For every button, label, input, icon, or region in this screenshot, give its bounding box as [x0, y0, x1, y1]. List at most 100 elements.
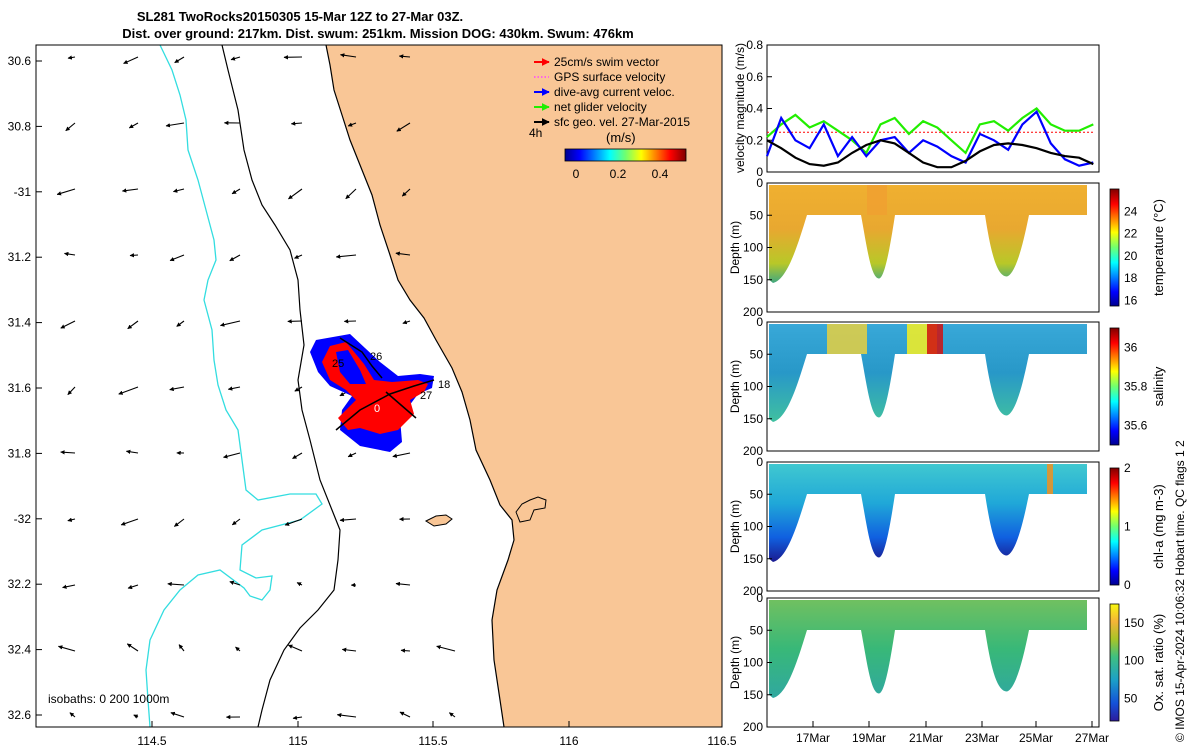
section-colorbar-tick-label: 100 [1124, 654, 1144, 668]
map-velocity-arrow [176, 320, 185, 327]
map-velocity-arrow [296, 582, 303, 587]
section-colorbar [1109, 467, 1120, 586]
section-colorbar-tick-label: 22 [1124, 227, 1138, 241]
map-velocity-arrow [401, 188, 411, 197]
map-velocity-arrow [347, 122, 357, 127]
section-colorbar-tick-label: 18 [1124, 271, 1138, 285]
time-tick-label: 19Mar [852, 731, 886, 745]
map-velocity-arrow [229, 580, 241, 586]
section-data [769, 185, 1087, 283]
map-velocity-arrow [125, 449, 139, 455]
map-velocity-arrow [231, 188, 241, 195]
map-velocity-arrow [120, 518, 139, 526]
section-colorbar-tick-label: 1 [1124, 520, 1131, 534]
map-velocity-arrow [336, 713, 357, 718]
map-velocity-arrow [167, 581, 185, 587]
section-colorbar-label: temperature (°C) [1151, 199, 1166, 296]
map-velocity-arrow [170, 711, 185, 718]
section-y-tick-label: 50 [750, 347, 764, 361]
map-velocity-arrow [398, 54, 411, 59]
map-velocity-arrow [220, 320, 241, 327]
map-velocity-arrow [127, 584, 139, 590]
section-y-tick-label: 100 [743, 520, 763, 534]
map-y-tick-label: -31 [14, 185, 32, 199]
map-velocity-arrow [67, 517, 76, 522]
section-colorbar [1109, 188, 1120, 307]
map-velocity-arrow [60, 450, 76, 455]
section-ylabel: Depth (m) [728, 636, 742, 689]
map-y-axis: 30.6 30.8 -31 31.2 31.4 31.6 31.8 -32 32.2 32.4 32… [8, 54, 42, 722]
section-colorbar-tick-label: 2 [1124, 461, 1131, 475]
map-panel: 25 26 18 27 0 114.5 115 115.5 116 116.5 30.6… [8, 44, 737, 748]
map-y-tick-label: 31.6 [8, 381, 32, 395]
map-isobath-1000 [145, 44, 323, 728]
map-velocity-arrow [284, 518, 303, 526]
velocity-series-line [765, 109, 1094, 167]
map-land [326, 45, 722, 727]
section-colorbar-tick-label: 150 [1124, 616, 1144, 630]
map-velocity-arrow [118, 386, 139, 395]
map-colorbar [564, 148, 687, 162]
colorbar-title: (m/s) [606, 130, 636, 145]
time-tick-label: 17Mar [796, 731, 830, 745]
map-isobath-200 [221, 44, 341, 728]
map-velocity-arrow [235, 646, 241, 652]
map-velocity-arrow [121, 188, 139, 193]
track-label-0: 0 [374, 403, 380, 415]
velocity-series-line [766, 139, 1094, 169]
section-highlight [927, 324, 943, 354]
map-velocity-arrow [56, 188, 76, 196]
map-velocity-arrow [449, 712, 456, 718]
map-track-inner-blue [336, 350, 366, 384]
velocity-series-line [766, 107, 1094, 155]
section-y-tick-label: 200 [743, 720, 763, 734]
map-y-tick-label: 31.8 [8, 446, 32, 460]
map-velocity-arrow [128, 122, 139, 129]
map-x-tick-label: 115 [288, 734, 307, 748]
map-velocity-arrow [126, 643, 139, 652]
map-velocity-arrow [58, 645, 76, 652]
figure-subtitle: Dist. over ground: 217km. Dist. swum: 25… [122, 26, 634, 41]
map-velocity-arrow [129, 253, 139, 258]
map-velocity-arrow [133, 714, 139, 719]
map-coastline [325, 44, 515, 728]
time-tick-label: 27Mar [1075, 731, 1109, 745]
map-velocity-arrow [396, 122, 411, 132]
section-y-tick-label: 0 [756, 591, 763, 605]
isobaths-label: isobaths: 0 200 1000m [48, 692, 169, 706]
figure-title: SL281 TwoRocks20150305 15-Mar 12Z to 27-… [137, 9, 463, 24]
section-y-tick-label: 200 [743, 305, 763, 319]
legend-label: net glider velocity [554, 100, 647, 114]
map-colorbar-tick-label: 0.4 [652, 167, 669, 181]
map-island-garden [515, 496, 547, 523]
map-x-tick-label: 116.5 [707, 734, 736, 748]
map-y-tick-label: 30.8 [8, 119, 32, 133]
section-highlight [827, 324, 867, 354]
section-y-tick-label: 200 [743, 444, 763, 458]
section-colorbar-tick-label: 50 [1124, 691, 1138, 705]
section-colorbar-label: Ox. sat. ratio (%) [1151, 614, 1166, 712]
map-velocity-arrow [127, 320, 139, 330]
velocity-y-tick-label: 0.2 [746, 133, 763, 147]
map-velocity-arrow [60, 320, 76, 329]
copyright-text: © IMOS 15-Apr-2024 10:06:32 Hobart time.… [1173, 440, 1187, 742]
map-velocity-arrow [62, 584, 76, 589]
velocity-lines [765, 107, 1094, 169]
map-island-rottnest [424, 514, 453, 527]
section-panel: 0 50 100 150 200 Depth (m) 50 100 150 Ox. sat. ra… [728, 591, 1166, 734]
map-velocity-arrow [339, 517, 357, 523]
map-velocity-arrow [292, 452, 303, 460]
section-ylabel: Depth (m) [728, 360, 742, 413]
map-velocity-arrow [288, 188, 303, 200]
map-velocity-arrow [169, 386, 185, 392]
section-y-tick-label: 150 [743, 273, 763, 287]
section-colorbar-label: chl-a (mg m-3) [1151, 484, 1166, 569]
time-tick-label: 21Mar [909, 731, 943, 745]
section-panel: 0 50 100 150 200 Depth (m) 35.6 35.8 36 salinity [728, 315, 1166, 458]
section-y-tick-label: 100 [743, 380, 763, 394]
map-velocity-arrow [292, 715, 303, 720]
time-tick-label: 25Mar [1019, 731, 1053, 745]
map-track-black-line [335, 337, 435, 431]
